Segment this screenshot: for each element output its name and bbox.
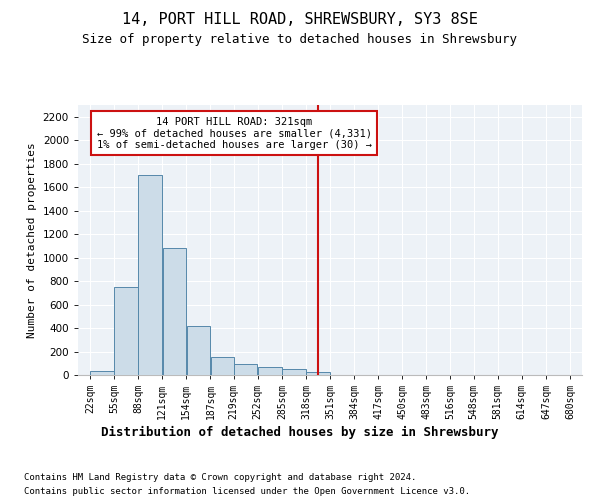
Bar <box>234 364 257 375</box>
Bar <box>187 326 210 375</box>
Bar <box>139 176 162 375</box>
Y-axis label: Number of detached properties: Number of detached properties <box>27 142 37 338</box>
Bar <box>163 248 186 375</box>
Bar <box>282 369 305 375</box>
Text: Size of property relative to detached houses in Shrewsbury: Size of property relative to detached ho… <box>83 32 517 46</box>
Text: Distribution of detached houses by size in Shrewsbury: Distribution of detached houses by size … <box>101 426 499 439</box>
Bar <box>258 367 281 375</box>
Bar <box>91 372 114 375</box>
Text: Contains HM Land Registry data © Crown copyright and database right 2024.: Contains HM Land Registry data © Crown c… <box>24 472 416 482</box>
Bar <box>115 287 138 375</box>
Text: 14 PORT HILL ROAD: 321sqm
← 99% of detached houses are smaller (4,331)
1% of sem: 14 PORT HILL ROAD: 321sqm ← 99% of detac… <box>97 116 371 150</box>
Bar <box>306 372 330 375</box>
Bar <box>211 358 234 375</box>
Text: 14, PORT HILL ROAD, SHREWSBURY, SY3 8SE: 14, PORT HILL ROAD, SHREWSBURY, SY3 8SE <box>122 12 478 28</box>
Text: Contains public sector information licensed under the Open Government Licence v3: Contains public sector information licen… <box>24 488 470 496</box>
